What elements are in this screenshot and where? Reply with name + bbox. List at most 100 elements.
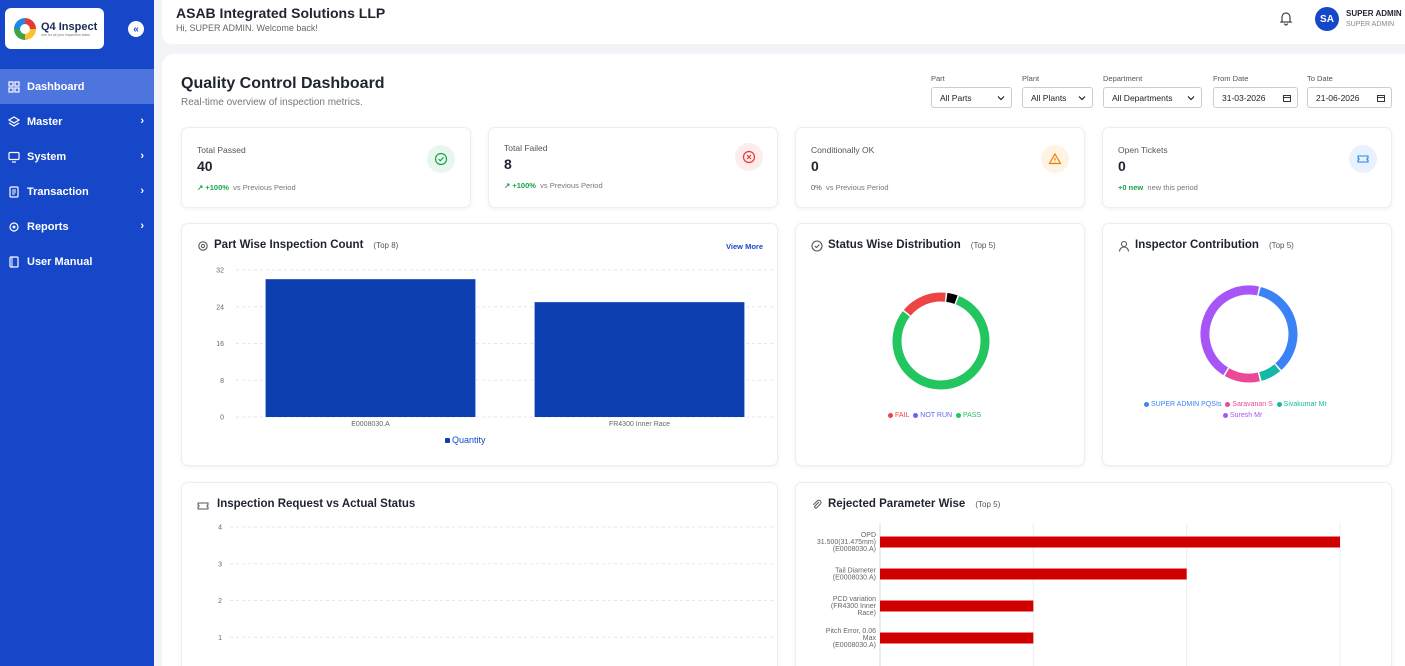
sidebar-item-label: Dashboard bbox=[27, 80, 85, 93]
y-tick-label: 8 bbox=[220, 378, 224, 385]
trend-text: vs Previous Period bbox=[826, 183, 889, 192]
ticket-icon bbox=[1349, 145, 1377, 173]
trend-text: vs Previous Period bbox=[540, 181, 603, 190]
brand-tagline: one for all your inspection tasks bbox=[41, 32, 91, 37]
filter-to-date: To Date 21-06-2026 bbox=[1307, 74, 1392, 108]
plant-select[interactable]: All Plants bbox=[1022, 87, 1093, 108]
chevron-right-icon: › bbox=[140, 150, 144, 162]
sidebar-item-label: System bbox=[27, 150, 67, 163]
trend-text: vs Previous Period bbox=[233, 183, 296, 192]
brand-logo[interactable]: Q4 Inspect one for all your inspection t… bbox=[5, 8, 104, 49]
status-donut-chart bbox=[892, 292, 990, 390]
panel-title: Inspection Request vs Actual Status bbox=[217, 498, 416, 510]
from-date-input[interactable]: 31-03-2026 bbox=[1213, 87, 1298, 108]
panel-title: Status Wise Distribution (Top 5) bbox=[828, 239, 996, 251]
trend-value: 0% bbox=[811, 183, 822, 192]
layers-icon bbox=[8, 115, 20, 127]
department-select[interactable]: All Departments bbox=[1103, 87, 1202, 108]
y-tick-label-line: (E0008030.A) bbox=[833, 575, 876, 582]
chart-legend: FAIL NOT RUN PASS bbox=[888, 412, 981, 419]
filter-from-date: From Date 31-03-2026 bbox=[1213, 74, 1298, 108]
y-tick-label: 24 bbox=[216, 304, 224, 311]
bar bbox=[880, 632, 1034, 644]
part-wise-panel: Part Wise Inspection Count (Top 8) View M… bbox=[181, 223, 778, 466]
status-wise-panel: Status Wise Distribution (Top 5) FAIL NOT… bbox=[795, 223, 1085, 466]
chart-legend: SUPER ADMIN PQSIs Saravanan S Sivakumar … bbox=[1144, 401, 1327, 408]
y-tick-label: Pitch Error, 0.06 Max (E0008030.A) bbox=[826, 628, 877, 649]
y-tick-label-line: (FR4300 Inner bbox=[831, 603, 877, 610]
view-more-link[interactable]: View More bbox=[726, 242, 763, 251]
chevron-right-icon: › bbox=[140, 220, 144, 232]
legend-label: Saravanan S bbox=[1232, 401, 1273, 408]
check-circle-icon bbox=[811, 240, 823, 252]
sidebar-item-dashboard[interactable]: Dashboard bbox=[0, 69, 154, 104]
y-tick-label: 3 bbox=[218, 561, 222, 568]
filter-part: Part All Parts bbox=[931, 74, 1012, 108]
chevron-right-icon: › bbox=[140, 115, 144, 127]
calendar-icon[interactable] bbox=[1283, 94, 1291, 102]
rejected-parameter-panel: Rejected Parameter Wise (Top 5) OPD 31.500… bbox=[795, 482, 1392, 666]
bar bbox=[880, 600, 1034, 612]
sidebar: Q4 Inspect one for all your inspection t… bbox=[0, 0, 154, 666]
legend-label: Suresh Mr bbox=[1230, 412, 1263, 419]
request-vs-actual-panel: Inspection Request vs Actual Status 1 2 3 4 bbox=[181, 482, 778, 666]
gear-icon bbox=[198, 241, 208, 251]
y-tick-label-line: Pitch Error, 0.06 bbox=[826, 628, 876, 635]
bar bbox=[265, 279, 476, 417]
kpi-label: Total Passed bbox=[197, 145, 246, 155]
bell-icon[interactable] bbox=[1278, 10, 1294, 26]
sidebar-collapse-button[interactable]: « bbox=[128, 21, 144, 37]
donut-slice bbox=[946, 292, 958, 304]
y-tick-label-line: PCD variation bbox=[833, 596, 876, 603]
y-tick-label-line: (E0008030.A) bbox=[833, 642, 876, 649]
kpi-value: 0 bbox=[1118, 158, 1126, 174]
date-value: 31-03-2026 bbox=[1222, 92, 1266, 103]
monitor-icon bbox=[8, 151, 20, 163]
y-tick-label: 1 bbox=[218, 635, 222, 642]
part-wise-bar-chart: 0 8 16 24 32 E0008030.A FR4300 Inner Race bbox=[216, 268, 774, 428]
panel-title-text: Rejected Parameter Wise bbox=[828, 498, 966, 510]
to-date-input[interactable]: 21-06-2026 bbox=[1307, 87, 1392, 108]
kpi-card-total-failed: Total Failed 8 ↗ +100% vs Previous Perio… bbox=[488, 127, 778, 208]
y-tick-label: 4 bbox=[218, 525, 222, 532]
legend-swatch bbox=[1276, 401, 1282, 407]
chart-legend-row-2: Suresh Mr bbox=[1223, 412, 1262, 419]
user-role: SUPER ADMIN bbox=[1346, 21, 1395, 28]
x-circle-icon bbox=[735, 143, 763, 171]
panel-title-text: Status Wise Distribution bbox=[828, 239, 961, 251]
kpi-value: 0 bbox=[811, 158, 819, 174]
avatar[interactable]: SA bbox=[1315, 7, 1339, 31]
trend-text: new this period bbox=[1147, 183, 1198, 192]
sidebar-nav: Dashboard Master › System › Transaction … bbox=[0, 69, 154, 279]
date-value: 21-06-2026 bbox=[1316, 92, 1360, 103]
legend-swatch bbox=[888, 412, 893, 418]
donut-slice bbox=[1224, 368, 1260, 383]
y-tick-label: 16 bbox=[216, 341, 224, 348]
y-tick-label: Tail Diameter (E0008030.A) bbox=[833, 568, 877, 582]
sidebar-item-system[interactable]: System › bbox=[0, 139, 154, 174]
panel-subtitle: (Top 8) bbox=[373, 241, 399, 250]
warning-icon bbox=[1041, 145, 1069, 173]
y-tick-label-line: OPD bbox=[861, 532, 876, 539]
y-tick-label: 0 bbox=[220, 415, 224, 422]
y-tick-label: PCD variation (FR4300 Inner Race) bbox=[831, 596, 877, 617]
part-select[interactable]: All Parts bbox=[931, 87, 1012, 108]
sidebar-item-user-manual[interactable]: User Manual bbox=[0, 244, 154, 279]
sidebar-item-transaction[interactable]: Transaction › bbox=[0, 174, 154, 209]
filter-department: Department All Departments bbox=[1103, 74, 1202, 108]
kpi-label: Total Failed bbox=[504, 143, 548, 153]
brand-name: Q4 Inspect bbox=[41, 20, 98, 33]
grid-icon bbox=[8, 80, 20, 93]
gear-icon bbox=[9, 221, 19, 232]
paperclip-icon bbox=[813, 499, 822, 509]
sidebar-item-reports[interactable]: Reports › bbox=[0, 209, 154, 244]
request-vs-actual-chart: 1 2 3 4 bbox=[218, 525, 774, 642]
panel-subtitle: (Top 5) bbox=[975, 500, 1001, 509]
sidebar-item-master[interactable]: Master › bbox=[0, 104, 154, 139]
user-name[interactable]: SUPER ADMIN bbox=[1346, 9, 1402, 18]
bar bbox=[880, 568, 1187, 580]
filter-label: From Date bbox=[1213, 74, 1249, 83]
document-icon bbox=[9, 185, 19, 198]
y-tick-label-line: 31.500(31.475mm) bbox=[817, 539, 876, 546]
calendar-icon[interactable] bbox=[1377, 94, 1385, 102]
